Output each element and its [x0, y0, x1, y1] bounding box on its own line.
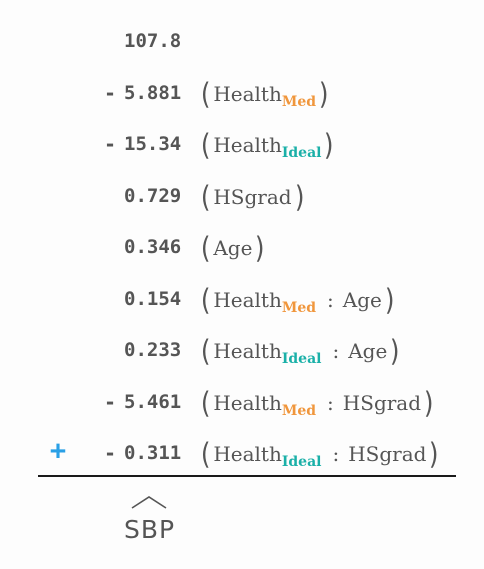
variable-name: Age — [348, 339, 388, 363]
predictor-term: (Age) — [200, 228, 266, 268]
coefficient-value: 0.154 — [124, 287, 182, 310]
variable-level-subscript: Ideal — [281, 454, 322, 470]
variable-name: Age — [342, 287, 382, 312]
close-paren: ) — [423, 385, 434, 420]
sum-line — [38, 475, 456, 477]
open-paren: ( — [200, 128, 211, 162]
close-paren: ) — [324, 128, 334, 162]
close-paren: ) — [294, 179, 305, 214]
coefficient-value: 15.34 — [124, 133, 182, 155]
open-paren: ( — [200, 385, 211, 420]
coefficient-value: 0.346 — [124, 236, 182, 258]
open-paren: ( — [200, 282, 211, 317]
coefficient-sign: - — [103, 132, 117, 156]
coefficient-value: 107.8 — [124, 30, 182, 52]
equation-term-row: 107.8 — [0, 22, 484, 62]
equation-term-row: 0.346 (Age) — [0, 228, 484, 268]
predictor-term: (Health Ideal: HSgrad) — [200, 434, 440, 474]
variable-level-subscript: Med — [281, 93, 317, 110]
equation-term-row: 0.233 (Health Ideal: Age) — [0, 331, 484, 371]
predictor-term: (Health Med: Age) — [200, 280, 395, 320]
open-paren: ( — [200, 76, 211, 111]
variable-name: Health — [213, 339, 282, 363]
hat-icon — [131, 496, 167, 509]
variable-name: Health — [213, 442, 282, 466]
interaction-symbol: : — [332, 442, 340, 466]
equation-term-row: -5.461 (Health Med: HSgrad) — [0, 383, 484, 423]
equation-term-row: + -0.311 (Health Ideal: HSgrad) — [0, 434, 484, 474]
interaction-symbol: : — [327, 287, 334, 312]
coefficient-value: 0.233 — [124, 339, 182, 361]
open-paren: ( — [200, 334, 211, 368]
coefficient-sign: - — [103, 441, 117, 465]
variable-level-subscript: Ideal — [281, 351, 322, 367]
variable-name: HSgrad — [342, 390, 422, 415]
predicted-sbp: SBP — [124, 515, 176, 544]
close-paren: ) — [390, 334, 400, 368]
predictor-term: (HSgrad) — [200, 177, 305, 217]
coefficient-value: 0.729 — [124, 184, 182, 207]
equation-term-row: -15.34 (Health Ideal) — [0, 125, 484, 165]
predictor-term: (Health Ideal) — [200, 125, 335, 165]
predictor-term: (Health Ideal: Age) — [200, 331, 401, 371]
coefficient-value: 5.461 — [124, 390, 182, 413]
variable-level-subscript: Med — [281, 299, 317, 316]
close-paren: ) — [429, 437, 439, 471]
variable-name: Health — [213, 287, 282, 312]
open-paren: ( — [200, 437, 211, 471]
interaction-symbol: : — [332, 339, 340, 363]
open-paren: ( — [200, 231, 211, 265]
coefficient-sign: - — [103, 389, 117, 414]
close-paren: ) — [318, 76, 329, 111]
interaction-symbol: : — [327, 390, 334, 415]
variable-name: HSgrad — [213, 184, 292, 209]
coefficient-value: 0.311 — [124, 442, 182, 464]
variable-name: Health — [213, 133, 282, 157]
variable-level-subscript: Ideal — [281, 145, 322, 161]
variable-name: HSgrad — [348, 442, 427, 466]
coefficient-value: 5.881 — [124, 81, 182, 104]
predictor-term: (Health Med) — [200, 74, 329, 114]
equation-term-row: 0.154 (Health Med: Age) — [0, 280, 484, 320]
variable-level-subscript: Med — [281, 402, 317, 419]
variable-name: Health — [213, 390, 282, 415]
sum-operator: + — [49, 435, 67, 466]
variable-name: Age — [213, 236, 253, 260]
open-paren: ( — [200, 179, 211, 214]
predictor-term: (Health Med: HSgrad) — [200, 383, 434, 423]
equation-term-row: 0.729 (HSgrad) — [0, 177, 484, 217]
variable-name: Health — [213, 81, 282, 106]
coefficient-sign: - — [103, 80, 117, 105]
close-paren: ) — [384, 282, 395, 317]
close-paren: ) — [255, 231, 265, 265]
equation-term-row: -5.881 (Health Med) — [0, 74, 484, 114]
